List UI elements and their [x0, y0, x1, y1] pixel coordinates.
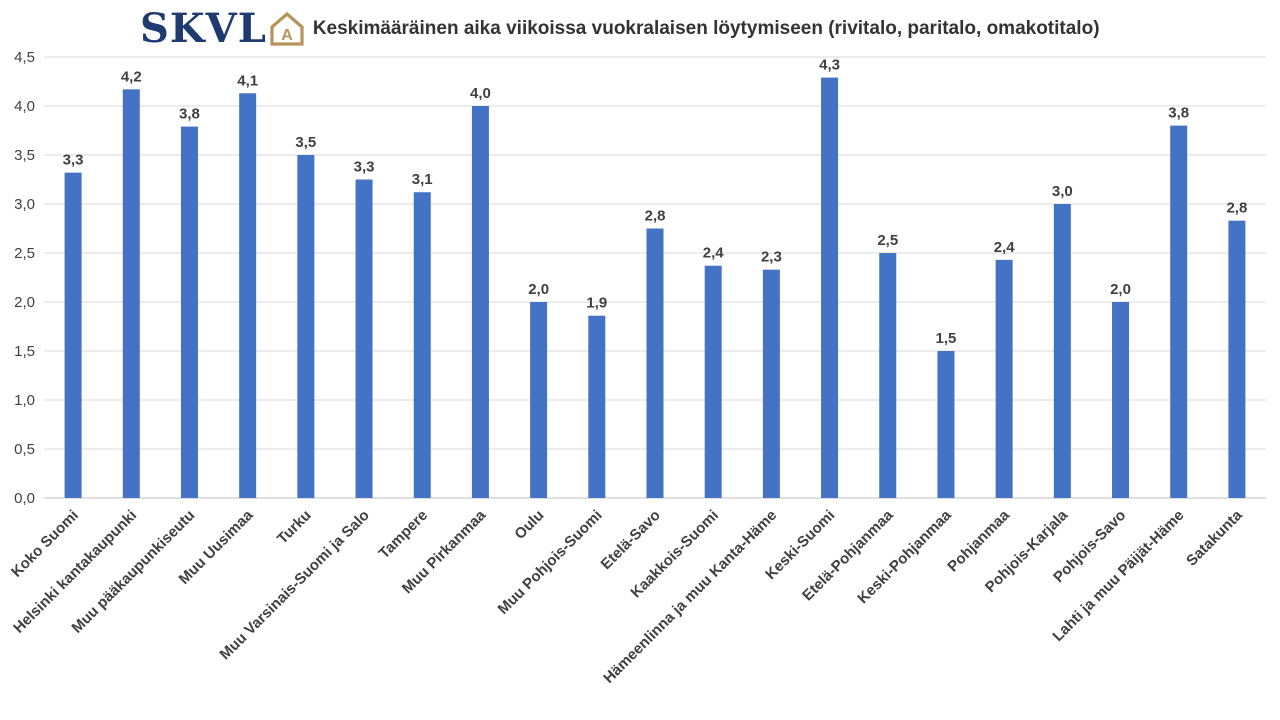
x-category-label: Tampere: [376, 507, 431, 562]
bar: [1228, 220, 1246, 498]
data-label: 3,0: [1052, 183, 1073, 200]
data-labels: 3,3 4,2 3,8 4,1 3,5 3,3 3,1 4,0 2,0 1,9 2,8 2,4 2,3 4…: [63, 57, 1248, 347]
x-category-label: Turku: [274, 507, 315, 548]
bar: [1053, 204, 1071, 498]
house-logo-icon: A: [270, 11, 304, 46]
data-label: 2,8: [645, 208, 666, 225]
logo-mark-letter: A: [281, 27, 293, 44]
skvl-logo: SKVL A: [140, 9, 305, 49]
logo-text: SKVL: [140, 5, 267, 52]
data-label: 2,4: [994, 239, 1016, 256]
data-label: 3,5: [295, 134, 316, 151]
data-label: 2,3: [761, 249, 782, 266]
bar: [413, 192, 431, 499]
y-tick-label: 0,0: [14, 490, 35, 507]
bar: [239, 93, 257, 498]
bar: [471, 106, 489, 498]
bar: [821, 77, 839, 498]
data-label: 4,2: [121, 68, 142, 85]
data-label: 4,1: [237, 72, 258, 89]
bar: [530, 302, 548, 498]
bar: [355, 179, 373, 498]
y-tick-label: 1,5: [14, 343, 35, 360]
data-label: 3,3: [63, 152, 84, 169]
bar: [879, 253, 897, 498]
data-label: 4,3: [819, 57, 840, 74]
data-label: 2,8: [1226, 200, 1247, 217]
data-label: 2,0: [1110, 281, 1131, 298]
y-tick-label: 4,5: [14, 49, 35, 66]
data-label: 3,1: [412, 171, 433, 188]
bar: [704, 265, 722, 498]
y-tick-label: 4,0: [14, 98, 35, 115]
data-label: 1,5: [936, 330, 957, 347]
y-axis-ticks: 0,0 0,5 1,0 1,5 2,0 2,5 3,0 3,5 4,0 4,5: [14, 49, 35, 507]
bar: [762, 269, 780, 498]
chart-title: Keskimääräinen aika viikoissa vuokralais…: [312, 18, 1100, 39]
x-category-label: Satakunta: [1183, 506, 1246, 569]
bar: [646, 228, 664, 498]
bar: [995, 259, 1013, 498]
y-tick-label: 3,0: [14, 196, 35, 213]
data-label: 4,0: [470, 85, 491, 102]
bar: [64, 172, 82, 498]
bar: [588, 315, 606, 498]
bars: [64, 77, 1246, 499]
data-label: 3,8: [1168, 105, 1189, 122]
y-tick-label: 0,5: [14, 441, 35, 458]
bar: [180, 126, 198, 498]
data-label: 2,0: [528, 281, 549, 298]
y-tick-label: 1,0: [14, 392, 35, 409]
data-label: 2,4: [703, 245, 725, 262]
bar: [1112, 302, 1130, 498]
y-tick-label: 2,5: [14, 245, 35, 262]
data-label: 3,3: [354, 159, 375, 176]
y-tick-label: 3,5: [14, 147, 35, 164]
x-category-label: Oulu: [511, 507, 547, 543]
data-label: 2,5: [877, 232, 898, 249]
x-category-label: Muu Pohjois-Suomi: [495, 507, 606, 618]
data-label: 1,9: [586, 295, 607, 312]
data-label: 3,8: [179, 106, 200, 123]
chart-header: SKVL A Keskimääräinen aika viikoissa vuo…: [140, 6, 1100, 52]
y-tick-label: 2,0: [14, 294, 35, 311]
bar: [122, 89, 140, 498]
bar: [937, 351, 955, 498]
bar: [297, 155, 315, 498]
bar: [1170, 125, 1188, 498]
